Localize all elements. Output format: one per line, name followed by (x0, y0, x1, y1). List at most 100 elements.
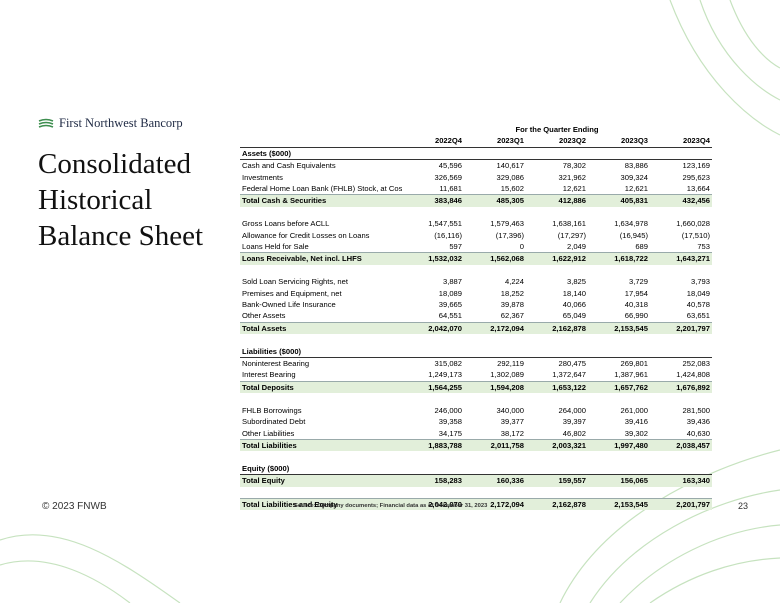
cell-value: 39,302 (624, 428, 648, 438)
cell-value: 689 (635, 242, 648, 252)
cell-value: 1,997,480 (588, 438, 650, 452)
row-label: Loans Held for Sale (242, 242, 309, 252)
row-label: Subordinated Debt (242, 417, 306, 427)
spacer-cell (240, 487, 712, 499)
cell-value: 3,825 (566, 277, 586, 287)
cell-value: 140,617 (496, 161, 524, 171)
cell-value: 156,065 (588, 474, 650, 487)
total-row: Total Equity 158,283 160,336 159,557 156,065… (240, 474, 712, 487)
table-row: Investments 326,569 329,086 321,962 309,324 2… (240, 172, 712, 183)
row-label: Other Assets (242, 311, 286, 321)
cell-value: 269,801 (620, 359, 648, 369)
logo-text: First Northwest Bancorp (59, 116, 183, 130)
cell-value: 40,066 (562, 300, 586, 310)
cell-value: 4,224 (504, 277, 524, 287)
cell-value: 39,878 (500, 300, 524, 310)
total-row: Total Liabilities 1,883,788 2,011,758 2,003… (240, 438, 712, 452)
total-row: Total Cash & Securities 383,846 485,305 412… (240, 194, 712, 207)
cell-value: 2,042,070 (402, 497, 464, 511)
spacer-cell (240, 393, 712, 404)
cell-value: 1,594,208 (464, 380, 526, 394)
heading-cell (402, 147, 464, 161)
spacer-row (240, 393, 712, 404)
table-caption: For the Quarter Ending (515, 125, 599, 134)
section-heading-row: Liabilities ($000) (240, 345, 712, 359)
cell-value: 329,086 (496, 172, 524, 182)
cell-value: (16,116) (434, 230, 462, 240)
cell-value: 2,003,321 (526, 438, 588, 452)
heading-cell (402, 462, 464, 476)
heading-cell (526, 147, 588, 161)
total-row: Loans Receivable, Net incl. LHFS 1,532,03… (240, 252, 712, 265)
table-row: Subordinated Debt 39,358 39,377 39,397 39,41… (240, 416, 712, 427)
cell-value: 39,665 (438, 300, 462, 310)
cell-value: 1,564,255 (402, 380, 464, 394)
spacer-cell (240, 265, 712, 276)
heading-cell (464, 147, 526, 161)
cell-value: 39,436 (686, 417, 710, 427)
cell-value: 2,162,878 (526, 497, 588, 511)
cell-value: 2,038,457 (650, 438, 712, 452)
row-label: Total Deposits (240, 380, 402, 394)
table-row: Other Liabilities 34,175 38,172 46,802 39,30… (240, 428, 712, 440)
cell-value: 1,643,271 (650, 252, 712, 265)
cell-value: 2,042,070 (402, 321, 464, 335)
heading-cell (650, 147, 712, 161)
spacer-row (240, 207, 712, 218)
section-heading-row: Equity ($000) (240, 462, 712, 476)
row-label: Loans Receivable, Net incl. LHFS (240, 252, 402, 265)
cell-value: 264,000 (558, 405, 586, 415)
cell-value: 246,000 (434, 405, 462, 415)
row-label: Federal Home Loan Bank (FHLB) Stock, at … (242, 184, 402, 194)
spacer-cell (240, 451, 712, 462)
table-row: Other Assets 64,551 62,367 65,049 66,990 63,6… (240, 310, 712, 322)
row-label: Total Liabilities and Equity (240, 497, 402, 511)
cell-value: 38,172 (500, 428, 524, 438)
copyright: © 2023 FNWB (42, 501, 107, 512)
cell-value: 3,729 (628, 277, 648, 287)
cell-value: 3,793 (690, 277, 710, 287)
row-label: FHLB Borrowings (242, 405, 302, 415)
caption-row: For the Quarter Ending (240, 124, 712, 135)
heading-cell (650, 345, 712, 359)
column-header: 2023Q1 (464, 135, 526, 148)
table-row: Cash and Cash Equivalents 45,596 140,617 78… (240, 160, 712, 172)
row-label: Premises and Equipment, net (242, 288, 342, 298)
cell-value: 2,049 (566, 242, 586, 252)
spacer-row (240, 451, 712, 462)
cell-value: 1,618,722 (588, 252, 650, 265)
cell-value: (17,396) (495, 230, 524, 240)
cell-value: 1,547,551 (428, 219, 462, 229)
cell-value: 252,083 (682, 359, 710, 369)
cell-value: (17,510) (681, 230, 710, 240)
logo: First Northwest Bancorp (38, 116, 183, 131)
table-row: Premises and Equipment, net 18,089 18,252 1… (240, 288, 712, 299)
row-label: Total Cash & Securities (240, 194, 402, 207)
cell-value: 321,962 (558, 172, 586, 182)
row-label: Gross Loans before ACLL (242, 219, 330, 229)
cell-value: 62,367 (500, 311, 524, 321)
cell-value: 17,954 (624, 288, 648, 298)
cell-value: 295,623 (682, 172, 710, 182)
cell-value: 292,119 (497, 359, 524, 369)
cell-value: 1,657,762 (588, 380, 650, 394)
row-label: Investments (242, 172, 283, 182)
cell-value: 485,305 (464, 194, 526, 207)
balance-sheet-table: For the Quarter Ending 2022Q4 2023Q1 2023Q… (240, 124, 712, 511)
cell-value: 2,153,545 (588, 497, 650, 511)
cell-value: 1,562,068 (464, 252, 526, 265)
logo-icon (38, 118, 54, 128)
cell-value: 261,000 (620, 405, 648, 415)
cell-value: 159,557 (526, 474, 588, 487)
cell-value: 65,049 (562, 311, 586, 321)
cell-value: 64,551 (438, 311, 462, 321)
cell-value: 63,651 (686, 311, 710, 321)
heading-cell (526, 345, 588, 359)
cell-value: 1,532,032 (402, 252, 464, 265)
cell-value: 0 (519, 242, 524, 252)
cell-value: 34,175 (438, 428, 462, 438)
cell-value: 18,140 (562, 288, 586, 298)
cell-value: 83,886 (624, 161, 648, 171)
spacer-row (240, 487, 712, 499)
cell-value: 1,372,647 (552, 370, 586, 380)
